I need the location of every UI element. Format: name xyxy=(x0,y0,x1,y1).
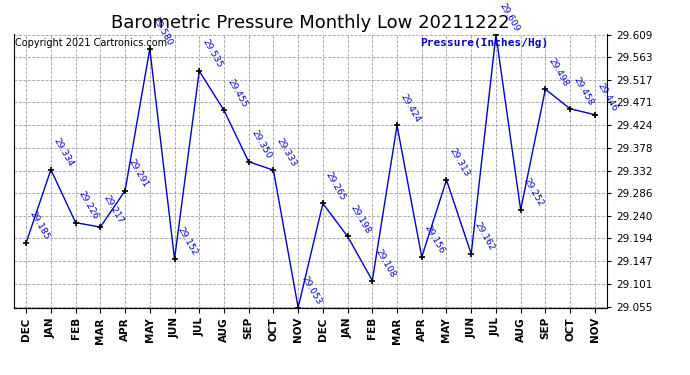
Text: Copyright 2021 Cartronics.com: Copyright 2021 Cartronics.com xyxy=(15,38,167,48)
Title: Barometric Pressure Monthly Low 20211222: Barometric Pressure Monthly Low 20211222 xyxy=(111,14,510,32)
Text: 29.609: 29.609 xyxy=(497,2,521,33)
Text: 29.333: 29.333 xyxy=(275,137,298,169)
Text: 29.498: 29.498 xyxy=(546,56,570,88)
Text: 29.217: 29.217 xyxy=(101,194,125,226)
Text: 29.291: 29.291 xyxy=(126,158,150,189)
Text: 29.252: 29.252 xyxy=(522,177,545,209)
Text: 29.455: 29.455 xyxy=(225,77,248,109)
Text: 29.152: 29.152 xyxy=(176,226,199,258)
Text: 29.424: 29.424 xyxy=(398,93,422,124)
Text: 29.313: 29.313 xyxy=(448,147,471,178)
Text: Pressure(Inches/Hg): Pressure(Inches/Hg) xyxy=(420,38,549,48)
Text: 29.162: 29.162 xyxy=(473,221,496,252)
Text: 29.226: 29.226 xyxy=(77,190,100,221)
Text: 29.185: 29.185 xyxy=(28,210,51,241)
Text: 29.198: 29.198 xyxy=(349,203,373,235)
Text: 29.350: 29.350 xyxy=(250,129,273,160)
Text: 29.265: 29.265 xyxy=(324,170,348,202)
Text: 29.446: 29.446 xyxy=(596,82,620,113)
Text: 29.334: 29.334 xyxy=(52,136,76,168)
Text: 29.458: 29.458 xyxy=(571,76,595,107)
Text: 29.535: 29.535 xyxy=(201,38,224,70)
Text: 29.053: 29.053 xyxy=(299,274,323,306)
Text: 29.108: 29.108 xyxy=(373,247,397,279)
Text: 29.156: 29.156 xyxy=(423,224,446,255)
Text: 29.580: 29.580 xyxy=(151,16,175,48)
